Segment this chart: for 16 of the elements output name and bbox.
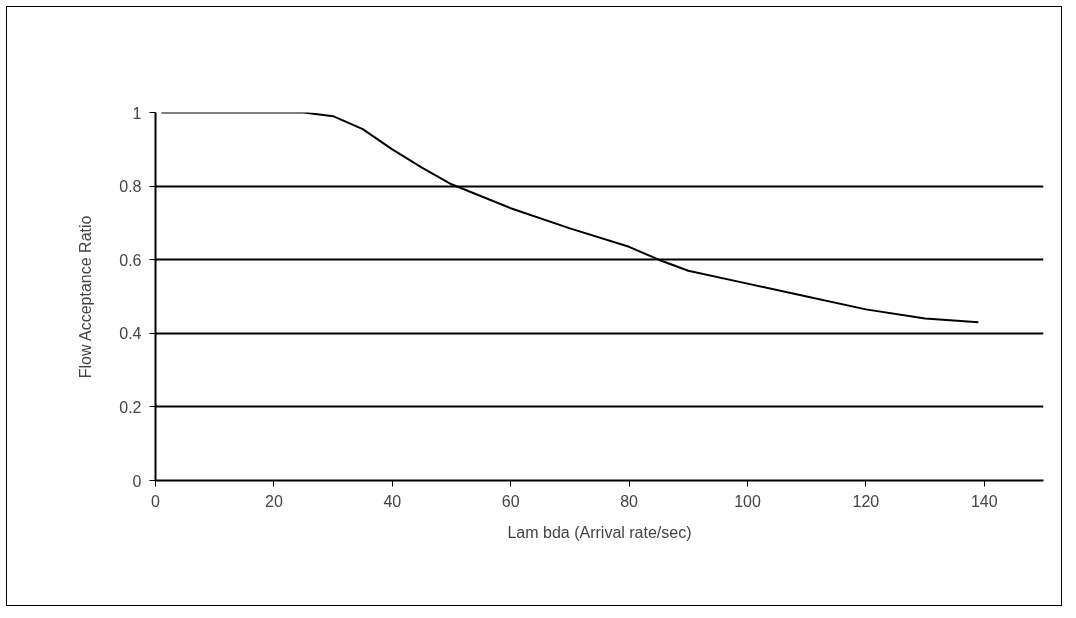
x-tick-label: 60 xyxy=(501,492,520,510)
y-tick-label: 0.8 xyxy=(119,178,142,196)
y-axis-title: Flow Acceptance Ratio xyxy=(77,215,95,379)
x-tick-label: 80 xyxy=(620,492,639,510)
x-tick-label: 40 xyxy=(383,492,402,510)
y-tick-label: 0 xyxy=(132,472,142,490)
y-tick-label: 0.2 xyxy=(119,398,142,416)
y-tick-label: 0.6 xyxy=(119,251,142,269)
y-tick-label: 0.4 xyxy=(119,325,142,343)
x-tick-label: 0 xyxy=(151,492,161,510)
x-tick-label: 20 xyxy=(265,492,283,510)
y-tick-label: 1 xyxy=(132,104,142,122)
x-tick-label: 120 xyxy=(852,492,880,510)
x-tick-label: 100 xyxy=(734,492,761,510)
x-tick-label: 140 xyxy=(970,492,998,510)
x-axis-title: Lam bda (Arrival rate/sec) xyxy=(507,523,692,541)
